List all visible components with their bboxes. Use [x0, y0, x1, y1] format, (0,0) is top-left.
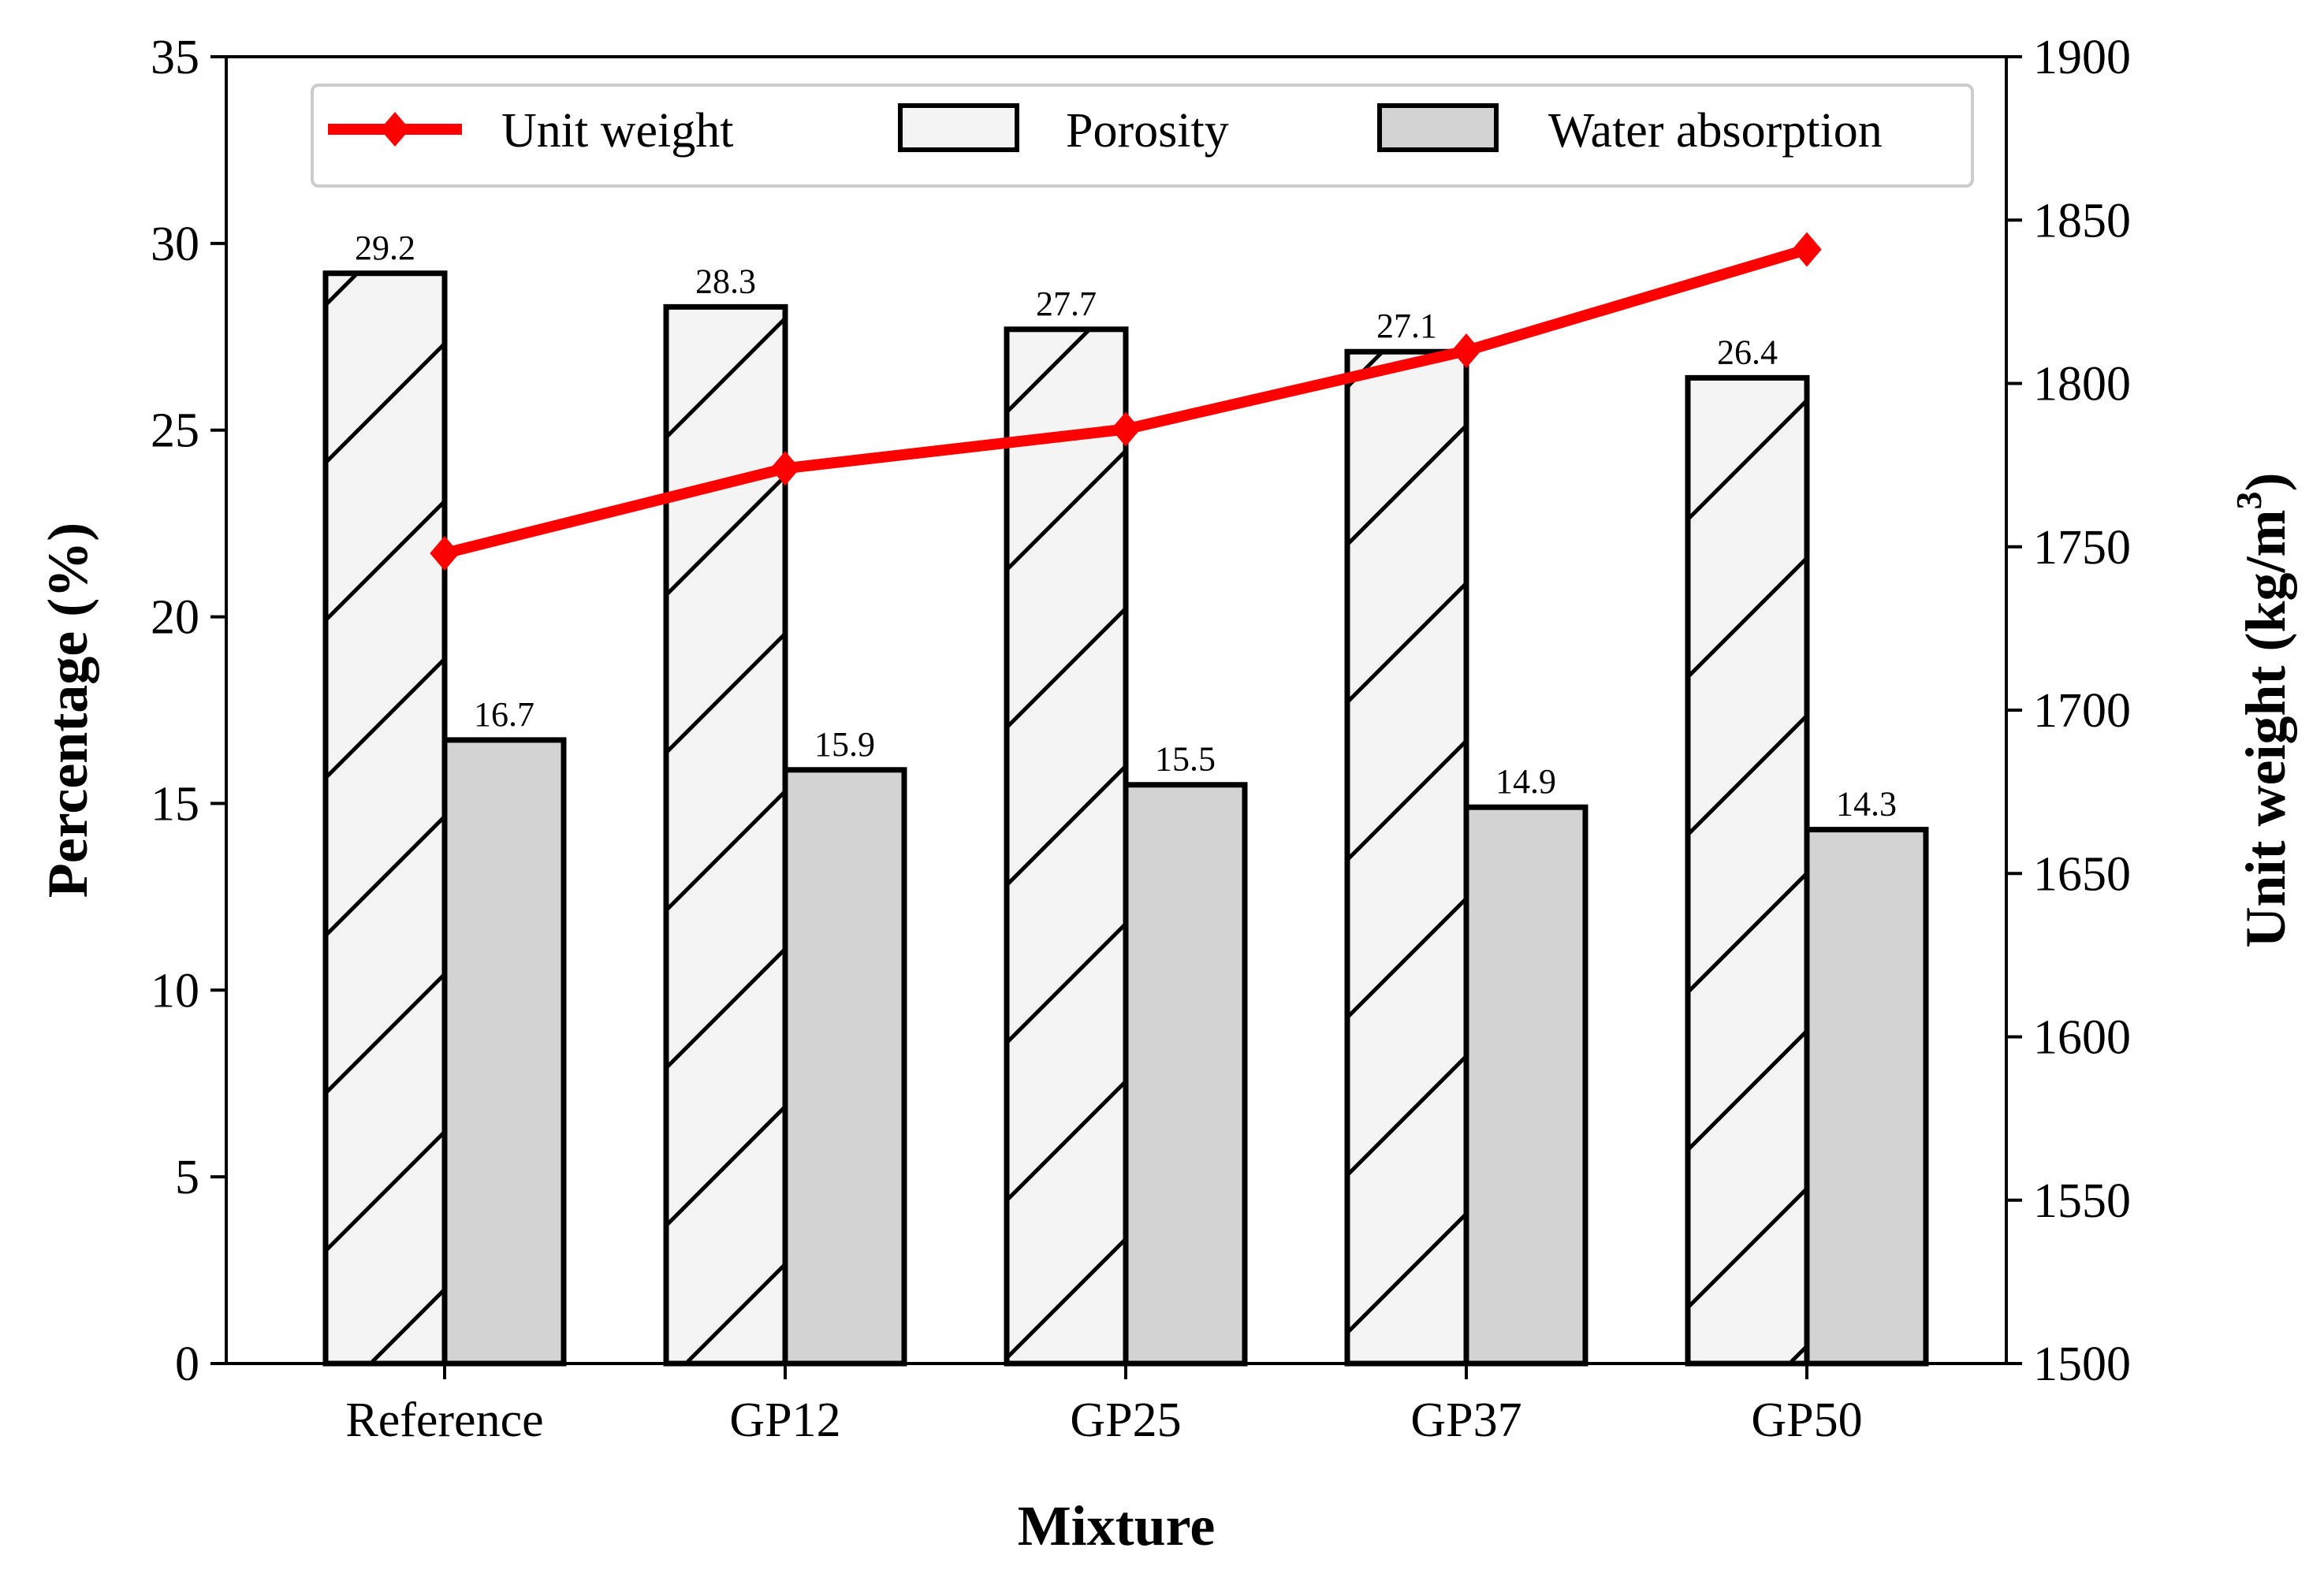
y2-axis-title-main: Unit weight (kg/m [2234, 509, 2297, 947]
y2-axis-tick-label: 1550 [2033, 1174, 2131, 1228]
y-axis-tick-label: 15 [151, 777, 199, 831]
y2-axis-tick-label: 1850 [2033, 194, 2131, 247]
x-axis-tick-label: GP50 [1751, 1393, 1862, 1447]
water-absorption-bar [1463, 804, 1588, 1367]
porosity-bar [322, 270, 448, 1367]
water-absorption-bar [441, 737, 567, 1367]
water-absorption-bar [1804, 827, 1929, 1367]
unit-weight-marker [1451, 333, 1481, 369]
water-absorption-value-label: 14.3 [1836, 785, 1897, 824]
x-axis-tick-label: GP37 [1410, 1393, 1521, 1447]
porosity-value-label: 29.2 [355, 229, 415, 267]
y-axis-tick-label: 20 [151, 591, 199, 645]
y-axis-tick-label: 35 [151, 31, 199, 84]
y2-axis-tick-label: 1800 [2033, 358, 2131, 411]
porosity-value-label: 27.1 [1376, 307, 1437, 345]
water-absorption-bar [782, 767, 907, 1367]
water-absorption-value-label: 15.5 [1155, 740, 1216, 779]
porosity-bar [1004, 326, 1129, 1367]
legend-swatch-porosity [898, 103, 1019, 152]
porosity-value-label: 28.3 [695, 262, 756, 300]
y2-axis-tick-label: 1900 [2033, 31, 2131, 84]
porosity-bar [1344, 348, 1469, 1367]
water-absorption-value-label: 14.9 [1495, 762, 1556, 801]
y2-axis-title-end: ) [2234, 473, 2297, 492]
x-axis-tick-label: Reference [345, 1393, 543, 1447]
porosity-bar [1685, 374, 1810, 1367]
legend: Unit weight Porosity Water absorption [311, 84, 1974, 188]
y2-axis-tick-label: 1500 [2033, 1338, 2131, 1391]
unit-weight-marker [770, 451, 800, 486]
unit-weight-marker [430, 536, 460, 571]
legend-label-porosity: Porosity [1066, 104, 1229, 158]
legend-diamond-marker [380, 112, 410, 147]
unit-weight-marker [1111, 411, 1141, 447]
y2-axis-tick-label: 1700 [2033, 684, 2131, 738]
bars-layer [322, 270, 1929, 1367]
unit-weight-marker [1792, 232, 1822, 267]
porosity-value-label: 26.4 [1717, 333, 1778, 371]
legend-box [311, 84, 1974, 188]
unit-weight-line-layer [430, 232, 1822, 571]
y-axis-tick-label: 30 [151, 218, 199, 271]
water-absorption-bar [1123, 782, 1248, 1367]
y2-axis-tick-label: 1650 [2033, 847, 2131, 901]
y-axis-tick-label: 25 [151, 404, 199, 458]
x-axis-title: Mixture [1018, 1494, 1216, 1557]
y2-axis-title: Unit weight (kg/m3) [2229, 473, 2297, 948]
y-axis-tick-label: 5 [175, 1151, 199, 1204]
legend-swatch-water-absorption [1377, 103, 1499, 152]
porosity-bar [663, 303, 788, 1367]
x-axis-tick-label: GP12 [729, 1393, 840, 1447]
y2-axis-tick-label: 1600 [2033, 1011, 2131, 1065]
axes-layer: 0 5 10 15 20 25 30 35 1500 1550 1600 1650 1700 1750 18… [151, 31, 2131, 1447]
legend-label-unit-weight: Unit weight [501, 104, 733, 158]
data-labels-layer: 29.2 16.7 28.3 15.9 27.7 15.5 27.1 14.9 26.4 14.3 [355, 229, 1897, 824]
porosity-value-label: 27.7 [1036, 285, 1097, 323]
legend-label-water-absorption: Water absorption [1548, 104, 1883, 158]
x-axis-tick-label: GP25 [1070, 1393, 1181, 1447]
water-absorption-value-label: 15.9 [814, 725, 875, 764]
water-absorption-value-label: 16.7 [474, 695, 534, 734]
y-axis-title: Percentage (%) [36, 523, 99, 898]
y2-axis-title-superscript: 3 [2229, 491, 2269, 509]
y-axis-tick-label: 0 [175, 1338, 199, 1391]
y-axis-tick-label: 10 [151, 964, 199, 1018]
y2-axis-tick-label: 1750 [2033, 521, 2131, 575]
